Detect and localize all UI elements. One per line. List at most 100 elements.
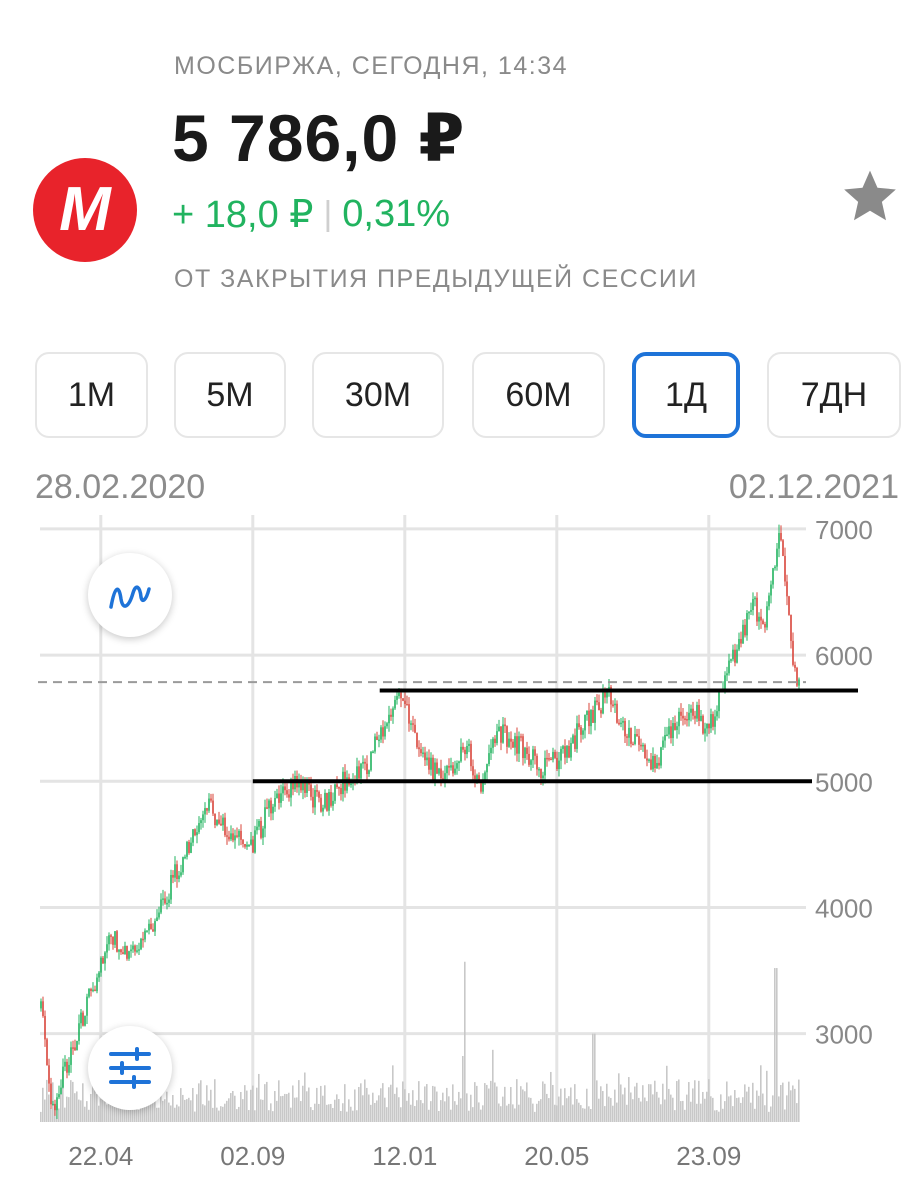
candle-body xyxy=(464,749,466,755)
sliders-icon xyxy=(109,1047,151,1089)
volume-bar xyxy=(796,1103,798,1122)
star-icon[interactable] xyxy=(838,166,902,228)
candle-body xyxy=(472,766,474,776)
volume-bar xyxy=(680,1101,682,1122)
tab-5m[interactable]: 5М xyxy=(174,352,286,438)
volume-bar xyxy=(354,1089,356,1122)
volume-bar xyxy=(684,1109,686,1122)
chart-settings-button[interactable] xyxy=(88,1026,172,1110)
volume-bar xyxy=(242,1099,244,1122)
volume-bar xyxy=(244,1085,246,1122)
volume-bar xyxy=(472,1107,474,1122)
candle-body xyxy=(232,833,234,841)
volume-bar xyxy=(726,1081,728,1122)
volume-bar xyxy=(100,1098,102,1122)
candle-body xyxy=(468,743,470,746)
candle-body xyxy=(330,792,332,806)
change-absolute: + 18,0 ₽ xyxy=(172,194,314,236)
volume-bar xyxy=(218,1110,220,1122)
candle-body xyxy=(470,743,472,767)
candle-body xyxy=(624,720,626,737)
volume-bar xyxy=(180,1088,182,1122)
volume-bar xyxy=(556,1105,558,1122)
volume-bar xyxy=(496,1086,498,1122)
candle-body xyxy=(158,912,160,918)
tab-7d[interactable]: 7ДН xyxy=(767,352,901,438)
volume-bar xyxy=(480,1109,482,1122)
candle-body xyxy=(90,989,92,991)
volume-bar xyxy=(664,1099,666,1122)
volume-bar xyxy=(550,1071,552,1122)
candle-body xyxy=(674,723,676,730)
volume-bar xyxy=(774,968,776,1122)
volume-bar xyxy=(46,1079,48,1122)
candle-body xyxy=(570,743,572,758)
tab-60m[interactable]: 60М xyxy=(472,352,605,438)
volume-bar xyxy=(484,1083,486,1122)
candle-body xyxy=(794,664,796,668)
volume-bar xyxy=(528,1097,530,1122)
volume-bar xyxy=(562,1105,564,1122)
candle-body xyxy=(552,751,554,760)
volume-bar xyxy=(82,1083,84,1122)
volume-bar xyxy=(92,1079,94,1122)
candle-body xyxy=(56,1097,58,1111)
candle-body xyxy=(442,778,444,780)
candle-body xyxy=(616,703,618,723)
candle-body xyxy=(106,944,108,953)
volume-bar xyxy=(474,1082,476,1122)
volume-bar xyxy=(320,1085,322,1122)
y-tick-label: 6000 xyxy=(815,641,873,671)
candle-body xyxy=(662,740,664,748)
volume-bar xyxy=(506,1105,508,1122)
volume-bar xyxy=(430,1101,432,1122)
tab-30m[interactable]: 30М xyxy=(312,352,444,438)
candle-body xyxy=(118,949,120,952)
timeframe-tabs: 1М 5М 30М 60М 1Д 7ДН xyxy=(0,352,913,442)
candle-body xyxy=(508,738,510,747)
candle-body xyxy=(224,817,226,836)
candle-body xyxy=(526,747,528,754)
volume-bar xyxy=(470,1094,472,1122)
candle-body xyxy=(102,957,104,964)
volume-bar xyxy=(104,1085,106,1122)
candle-body xyxy=(98,972,100,978)
tab-1m[interactable]: 1М xyxy=(35,352,148,438)
candle-body xyxy=(408,704,410,724)
candle-body xyxy=(154,921,156,932)
volume-bar xyxy=(780,1084,782,1122)
candle-body xyxy=(212,800,214,814)
candle-body xyxy=(248,844,250,847)
candle-body xyxy=(292,780,294,790)
candle-body xyxy=(716,711,718,717)
candle-body xyxy=(658,762,660,766)
candle-body xyxy=(698,704,700,721)
volume-bar xyxy=(586,1088,588,1122)
volume-bar xyxy=(330,1103,332,1122)
tab-1d[interactable]: 1Д xyxy=(632,352,740,438)
candle-body xyxy=(636,734,638,737)
volume-bar xyxy=(312,1110,314,1122)
candle-body xyxy=(496,731,498,744)
candle-body xyxy=(798,679,800,686)
x-tick-label: 22.04 xyxy=(68,1141,133,1171)
candle-body xyxy=(738,638,740,650)
volume-bar xyxy=(342,1103,344,1122)
candle-body xyxy=(770,584,772,596)
chart-type-button[interactable] xyxy=(88,553,172,637)
x-tick-label: 23.09 xyxy=(676,1141,741,1171)
volume-bar xyxy=(508,1103,510,1122)
volume-bar xyxy=(428,1109,430,1122)
candle-body xyxy=(264,807,266,829)
volume-bar xyxy=(488,1088,490,1122)
candle-body xyxy=(668,726,670,735)
change-separator: | xyxy=(323,195,333,233)
volume-bar xyxy=(224,1103,226,1122)
volume-bar xyxy=(362,1095,364,1122)
candle-body xyxy=(74,1047,76,1051)
candle-body xyxy=(362,761,364,764)
candle-body xyxy=(752,598,754,611)
volume-bar xyxy=(436,1091,438,1122)
volume-bar xyxy=(108,1090,110,1122)
volume-bar xyxy=(482,1105,484,1122)
